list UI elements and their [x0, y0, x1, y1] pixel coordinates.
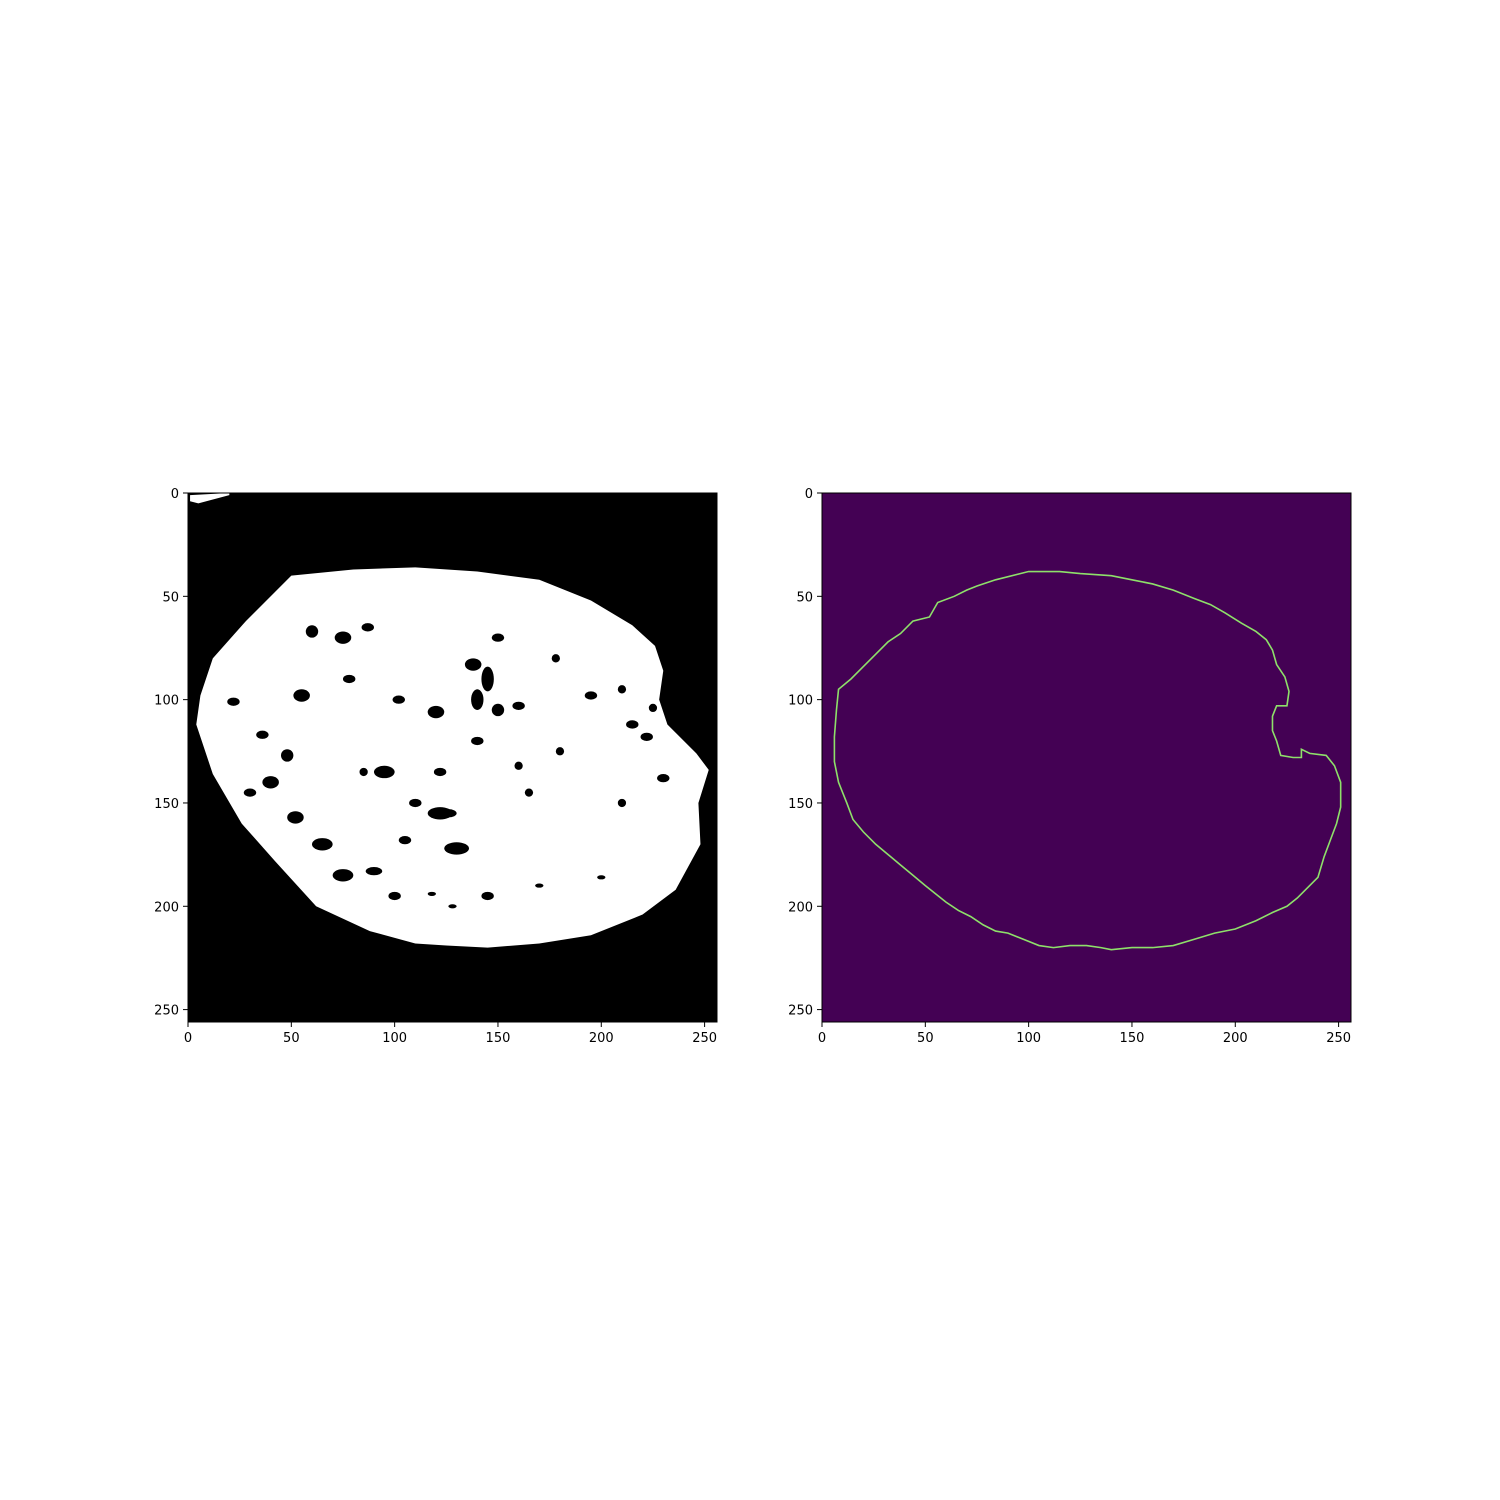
mask-hole — [657, 774, 670, 783]
y-tick-label: 0 — [171, 487, 179, 502]
mask-region — [196, 567, 709, 948]
x-tick-label: 150 — [486, 1031, 511, 1046]
x-tick-label: 250 — [1326, 1031, 1351, 1046]
mask-hole — [640, 732, 653, 741]
mask-hole — [444, 842, 470, 855]
mask-hole — [361, 623, 374, 632]
y-tick-label: 100 — [788, 694, 813, 709]
right-axes-frame — [821, 492, 1352, 1023]
mask-hole — [262, 776, 279, 789]
mask-hole — [597, 875, 606, 880]
mask-hole — [427, 891, 436, 896]
left-axes-frame — [187, 492, 718, 1023]
mask-hole — [427, 705, 445, 719]
left-mask-image — [190, 493, 709, 948]
mask-speck — [190, 493, 230, 504]
y-tick-label: 200 — [788, 900, 813, 915]
mask-hole — [398, 836, 412, 845]
mask-hole — [305, 625, 319, 638]
mask-hole — [280, 749, 294, 762]
mask-hole — [648, 703, 658, 713]
mask-hole — [342, 674, 356, 684]
mask-hole — [365, 867, 383, 876]
mask-hole — [392, 695, 405, 704]
y-tick-label: 200 — [154, 900, 179, 915]
left-y-axis: 0 50 100 150 200 250 — [154, 487, 188, 1019]
y-tick-label: 50 — [796, 590, 813, 605]
mask-hole — [617, 685, 627, 694]
mask-hole — [555, 747, 565, 756]
mask-hole — [433, 767, 447, 777]
right-panel: 0 50 100 150 200 250 0 50 100 150 200 250 — [788, 487, 1352, 1046]
mask-hole — [512, 701, 525, 710]
mask-hole — [491, 633, 505, 642]
mask-hole — [491, 703, 505, 717]
y-tick-label: 50 — [162, 590, 179, 605]
mask-hole — [617, 798, 627, 808]
contour-line — [833, 570, 1342, 951]
mask-hole — [243, 788, 257, 797]
mask-hole — [464, 658, 482, 671]
mask-hole — [471, 736, 484, 746]
mask-hole — [409, 798, 422, 808]
x-tick-label: 200 — [589, 1031, 614, 1046]
mask-hole — [524, 788, 534, 797]
mask-hole — [388, 891, 401, 901]
mask-hole — [287, 811, 304, 824]
mask-hole — [448, 904, 457, 909]
x-tick-label: 100 — [382, 1031, 407, 1046]
x-tick-label: 200 — [1223, 1031, 1248, 1046]
mask-hole — [311, 838, 333, 851]
right-image-background — [822, 493, 1351, 1022]
mask-hole — [334, 631, 352, 644]
x-tick-label: 250 — [692, 1031, 717, 1046]
x-tick-label: 0 — [184, 1031, 192, 1046]
mask-hole — [514, 761, 523, 770]
mask-hole — [373, 765, 395, 779]
y-tick-label: 150 — [788, 797, 813, 812]
mask-hole — [584, 691, 598, 700]
y-tick-label: 250 — [788, 1004, 813, 1019]
left-x-axis: 0 50 100 150 200 250 — [184, 1022, 717, 1046]
mask-hole — [481, 666, 494, 692]
x-tick-label: 0 — [818, 1031, 826, 1046]
mask-hole — [471, 689, 484, 710]
x-tick-label: 150 — [1120, 1031, 1145, 1046]
mask-hole — [626, 720, 639, 729]
mask-hole — [535, 883, 544, 888]
left-panel: 0 50 100 150 200 250 0 50 100 150 200 250 — [154, 487, 718, 1046]
mask-hole — [256, 730, 269, 739]
mask-hole — [551, 654, 560, 663]
mask-hole — [293, 689, 310, 702]
mask-hole — [481, 891, 494, 901]
y-tick-label: 150 — [154, 797, 179, 812]
x-tick-label: 50 — [283, 1031, 300, 1046]
right-x-axis: 0 50 100 150 200 250 — [818, 1022, 1351, 1046]
x-tick-label: 50 — [917, 1031, 934, 1046]
x-tick-label: 100 — [1016, 1031, 1041, 1046]
mask-hole — [227, 697, 240, 706]
mask-hole — [359, 767, 368, 777]
right-contour-image — [833, 570, 1342, 951]
y-tick-label: 0 — [805, 487, 813, 502]
y-tick-label: 100 — [154, 694, 179, 709]
y-tick-label: 250 — [154, 1004, 179, 1019]
mask-hole — [440, 809, 457, 818]
right-y-axis: 0 50 100 150 200 250 — [788, 487, 822, 1019]
mask-hole — [332, 869, 354, 882]
